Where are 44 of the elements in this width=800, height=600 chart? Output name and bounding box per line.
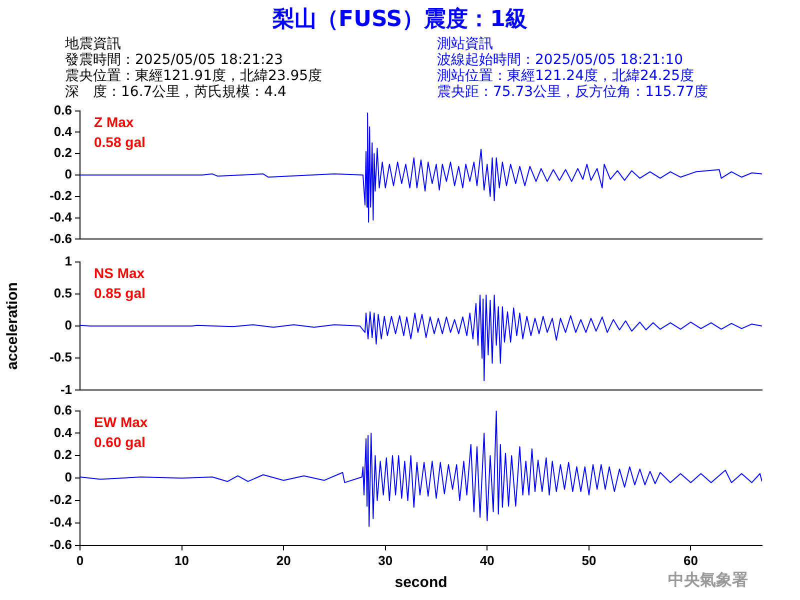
y-tick-label: -0.2 (50, 188, 72, 203)
text: 震央位置：東經121.91度，北緯23.95度 (65, 68, 322, 84)
x-axis-title: second (394, 574, 448, 592)
y-tick-label: -0.2 (50, 492, 72, 508)
y-tick-label: 0.2 (54, 447, 72, 462)
y-tick-label: -0.5 (50, 350, 72, 365)
text: 波線起始時間：2025/05/05 18:21:10 (437, 52, 684, 68)
x-tick-label: 30 (378, 552, 393, 568)
y-tick-label: 0 (64, 470, 72, 485)
y-tick-label: -1 (60, 382, 72, 397)
annotation: 0.58 gal (94, 134, 146, 150)
x-tick-label: 0 (76, 552, 84, 568)
text: 測站資訊 (437, 36, 494, 52)
annotation: 0.60 gal (94, 434, 146, 450)
y-tick-label: 0 (64, 318, 72, 333)
chart-title: 梨山（FUSS）震度：1級 (272, 6, 528, 34)
y-tick-label: 0.4 (54, 424, 73, 440)
annotation: 0.85 gal (94, 284, 146, 301)
text: 震央距：75.73公里，反方位角：115.77度 (437, 84, 708, 100)
y-tick-label: 0 (64, 166, 72, 182)
x-tick-label: 60 (684, 552, 698, 568)
text: 測站位置：東經121.24度，北緯24.25度 (437, 68, 696, 84)
y-axis-title: acceleration (4, 282, 22, 370)
y-tick-label: -0.4 (50, 209, 73, 224)
y-tick-label: 0.2 (54, 145, 72, 160)
annotation: Z Max (94, 114, 134, 130)
y-tick-label: 0.5 (54, 285, 72, 300)
text: 地震資訊 (65, 36, 122, 52)
text: 深 度：16.7公里，芮氏規模：4.4 (65, 84, 288, 100)
y-tick-label: 0.4 (54, 124, 73, 139)
annotation: EW Max (94, 414, 148, 430)
y-tick-label: -0.6 (50, 230, 72, 246)
annotation: NS Max (94, 264, 145, 281)
x-tick-label: 50 (582, 552, 596, 568)
text: 發震時間：2025/05/05 18:21:23 (65, 52, 284, 68)
y-tick-label: 0.6 (54, 402, 72, 418)
y-tick-label: -0.6 (50, 536, 72, 552)
y-tick-label: 1 (64, 253, 72, 268)
y-tick-label: -0.4 (50, 514, 73, 530)
x-tick-label: 20 (276, 552, 291, 568)
text: 中央氣象署 (668, 570, 748, 591)
x-tick-label: 40 (480, 552, 494, 568)
x-tick-label: 10 (174, 552, 190, 568)
y-tick-label: 0.6 (54, 102, 72, 118)
